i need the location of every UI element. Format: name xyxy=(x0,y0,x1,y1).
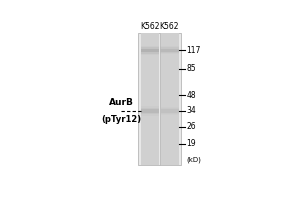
Text: 85: 85 xyxy=(186,64,196,73)
Bar xyxy=(160,33,178,165)
Bar xyxy=(160,108,178,114)
Text: 48: 48 xyxy=(186,91,196,100)
Text: 26: 26 xyxy=(186,122,196,131)
Bar xyxy=(138,33,181,165)
Text: 117: 117 xyxy=(186,46,201,55)
Bar xyxy=(141,109,159,113)
Text: K562: K562 xyxy=(160,22,179,31)
Text: (kD): (kD) xyxy=(186,156,201,163)
Bar xyxy=(160,109,178,113)
Bar xyxy=(141,47,159,54)
Bar xyxy=(141,33,159,165)
Bar xyxy=(160,107,178,115)
Text: (pTyr12): (pTyr12) xyxy=(101,115,141,124)
Text: 34: 34 xyxy=(186,106,196,115)
Bar xyxy=(141,108,159,114)
Bar xyxy=(141,106,159,116)
Text: 19: 19 xyxy=(186,139,196,148)
Bar xyxy=(141,46,159,55)
Bar xyxy=(160,49,178,52)
Text: K562: K562 xyxy=(140,22,160,31)
Bar xyxy=(160,46,178,54)
Bar xyxy=(141,49,159,52)
Text: AurB: AurB xyxy=(109,98,134,107)
Bar xyxy=(160,47,178,53)
